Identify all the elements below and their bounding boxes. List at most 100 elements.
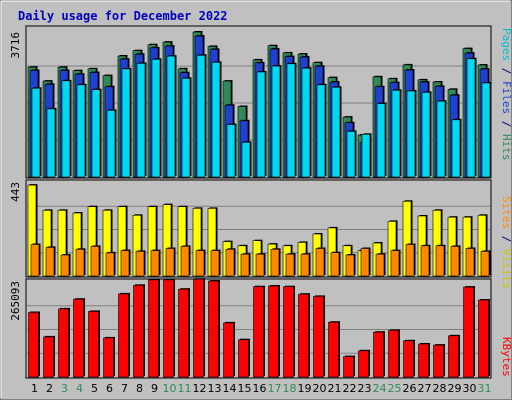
legend-hits: Hits — [500, 134, 512, 161]
bar-kbytes — [208, 280, 219, 378]
bar-sites — [225, 249, 235, 277]
day-label: 3 — [61, 382, 68, 395]
bar-sites — [105, 252, 115, 277]
bar-sites — [90, 246, 100, 277]
bar-pages — [421, 92, 431, 178]
bar-kbytes — [343, 356, 354, 378]
bar-kbytes — [373, 331, 384, 378]
bar-sites — [465, 248, 475, 277]
bar-kbytes — [283, 286, 294, 378]
bar-pages — [271, 65, 281, 178]
bars — [27, 31, 492, 378]
bar-sites — [60, 254, 70, 277]
day-label: 29 — [448, 382, 462, 395]
bar-sites — [165, 248, 175, 277]
bar-sites — [315, 248, 325, 277]
bar-sites — [390, 250, 400, 277]
bar-sites — [435, 245, 445, 277]
bar-sites — [360, 248, 370, 277]
bar-pages — [361, 134, 371, 178]
bar-sites — [150, 250, 160, 277]
day-label: 18 — [283, 382, 297, 395]
bar-kbytes — [58, 308, 69, 378]
bar-sites — [75, 249, 85, 277]
bar-sites — [375, 253, 385, 277]
bar-sites — [240, 253, 250, 277]
bar-pages — [331, 87, 341, 178]
bar-sites — [180, 246, 190, 277]
bar-pages — [256, 71, 266, 178]
day-label: 25 — [388, 382, 402, 395]
day-label: 5 — [91, 382, 98, 395]
bar-pages — [481, 82, 491, 178]
bar-pages — [121, 68, 131, 178]
bar-kbytes — [463, 286, 474, 378]
bar-sites — [270, 249, 280, 277]
chart-title: Daily usage for December 2022 — [18, 9, 228, 23]
bar-kbytes — [418, 343, 429, 378]
bar-sites — [450, 246, 460, 277]
bar-pages — [406, 90, 416, 178]
bar-kbytes — [118, 293, 129, 378]
bar-kbytes — [73, 298, 84, 378]
legend-bottom: KBytes — [500, 337, 512, 377]
bar-pages — [136, 63, 146, 178]
bottom-axis-max-label: 265093 — [9, 281, 22, 321]
bar-sites — [135, 251, 145, 277]
bar-sites — [195, 250, 205, 277]
bar-kbytes — [328, 321, 339, 378]
bar-kbytes — [253, 286, 264, 378]
bar-kbytes — [133, 284, 144, 378]
bar-pages — [151, 58, 161, 178]
bar-sites — [120, 250, 130, 277]
day-label: 7 — [121, 382, 128, 395]
bar-kbytes — [238, 339, 249, 378]
day-label: 27 — [418, 382, 432, 395]
day-label: 24 — [373, 382, 387, 395]
day-label: 9 — [151, 382, 158, 395]
bar-pages — [166, 55, 176, 178]
bar-kbytes — [478, 299, 489, 378]
bar-kbytes — [388, 330, 399, 378]
bar-kbytes — [268, 285, 279, 378]
day-label: 21 — [328, 382, 342, 395]
bar-sites — [420, 245, 430, 277]
bar-kbytes — [163, 279, 174, 378]
bar-sites — [30, 244, 40, 277]
bar-kbytes — [148, 279, 159, 378]
bar-sites — [405, 244, 415, 277]
bar-sites — [480, 251, 490, 277]
legend-middle: Sites / Visits — [500, 196, 512, 289]
day-label: 14 — [223, 382, 237, 395]
bar-pages — [346, 131, 356, 178]
bar-sites — [285, 253, 295, 277]
bar-sites — [330, 252, 340, 277]
day-label: 12 — [193, 382, 207, 395]
day-labels: 1 2 3 4 5 6 7 8 9 10 11 12 13 14 15 16 17 18 19 20 21 22 23 24 2… — [31, 382, 492, 395]
bar-kbytes — [403, 340, 414, 378]
bar-kbytes — [193, 278, 204, 378]
legend-sep-1: / — [500, 61, 512, 81]
bar-kbytes — [28, 312, 39, 378]
legend-sep-2: / — [500, 114, 512, 134]
bar-pages — [436, 100, 446, 178]
bar-pages — [106, 110, 116, 178]
day-label: 19 — [298, 382, 312, 395]
bar-kbytes — [358, 350, 369, 378]
bar-pages — [46, 108, 56, 178]
day-label: 16 — [253, 382, 267, 395]
legend-sites: Sites — [500, 196, 512, 229]
bar-kbytes — [43, 336, 54, 378]
bar-kbytes — [223, 322, 234, 378]
bar-pages — [286, 63, 296, 178]
bar-pages — [31, 88, 41, 178]
legend-files: Files — [500, 81, 512, 114]
bar-pages — [196, 54, 206, 178]
bar-sites — [300, 253, 310, 277]
bar-kbytes — [433, 344, 444, 378]
bar-pages — [391, 90, 401, 178]
day-label: 1 — [31, 382, 38, 395]
bar-pages — [316, 84, 326, 178]
day-label: 2 — [46, 382, 53, 395]
